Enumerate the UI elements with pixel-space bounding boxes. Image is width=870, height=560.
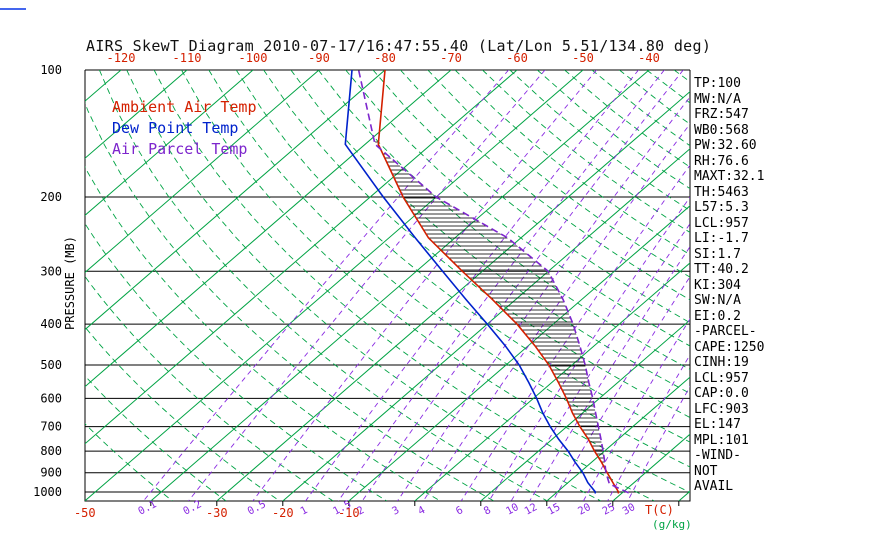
svg-text:30: 30 (620, 501, 637, 518)
stat-line: TP:100 (694, 76, 741, 91)
svg-text:600: 600 (40, 391, 62, 405)
stat-line: EI:0.2 (694, 308, 741, 324)
svg-text:-120: -120 (107, 51, 136, 65)
stat-line: RH:76.6 (694, 153, 749, 169)
svg-text:200: 200 (40, 190, 62, 204)
svg-text:25: 25 (600, 501, 617, 518)
temp-unit-label: T(C) (645, 503, 674, 517)
svg-text:10: 10 (504, 501, 521, 518)
bottom-axis-ticks (150, 501, 680, 506)
stat-line: MPL:101 (694, 432, 749, 448)
stat-line: FRZ:547 (694, 107, 749, 122)
stat-line: LFC:903 (694, 401, 749, 417)
svg-text:2: 2 (355, 504, 366, 518)
stat-line: LCL:957 (694, 215, 749, 231)
svg-text:12: 12 (522, 501, 539, 518)
svg-text:-100: -100 (239, 51, 268, 65)
stat-line: PW:32.60 (694, 138, 757, 153)
mixing-ratio-lines (143, 70, 690, 501)
air-parcel-temp-curve (357, 70, 630, 494)
svg-text:500: 500 (40, 358, 62, 372)
stat-line: EL:147 (694, 417, 741, 432)
bottom-temp-labels: -50 -30 -20 -10 T(C) (74, 503, 674, 520)
stat-line: TH:5463 (694, 184, 749, 200)
legend-ambient-temp: Ambient Air Temp (112, 98, 257, 116)
svg-text:-50: -50 (74, 506, 96, 520)
stat-line: MAXT:32.1 (694, 169, 765, 184)
stat-line: MW:N/A (694, 91, 741, 107)
svg-text:-80: -80 (374, 51, 396, 65)
svg-text:1: 1 (298, 504, 309, 518)
svg-text:100: 100 (40, 63, 62, 77)
svg-text:800: 800 (40, 444, 62, 458)
svg-text:-50: -50 (572, 51, 594, 65)
dew-point-temp-curve (344, 70, 597, 494)
pressure-axis-labels: 100 200 300 400 500 600 700 800 900 1000 (33, 63, 62, 499)
svg-text:-20: -20 (272, 506, 294, 520)
svg-text:-70: -70 (440, 51, 462, 65)
svg-text:400: 400 (40, 317, 62, 331)
svg-text:6: 6 (454, 504, 465, 518)
stat-line: L57:5.3 (694, 200, 749, 215)
plot-frame (84, 70, 691, 502)
svg-text:900: 900 (40, 466, 62, 480)
svg-text:-30: -30 (206, 506, 228, 520)
stat-line: TT:40.2 (694, 262, 749, 277)
svg-text:1000: 1000 (33, 485, 62, 499)
stat-line: LI:-1.7 (694, 231, 749, 246)
svg-text:4: 4 (416, 504, 427, 518)
pressure-axis-title: PRESSURE (MB) (63, 236, 77, 330)
stat-line: -PARCEL- (694, 324, 757, 339)
stat-line: -WIND- (694, 448, 741, 463)
chart-root: -120 -110 -100 -90 -80 -70 -60 -50 -40-50 -30 -20-… (33, 51, 692, 531)
stat-line: SW:N/A (694, 293, 741, 308)
legend-dew-point: Dew Point Temp (112, 119, 239, 137)
stat-line: AVAIL (694, 479, 734, 494)
svg-text:-110: -110 (173, 51, 202, 65)
stat-line: NOT (694, 463, 718, 479)
cape-hatch-area (374, 140, 608, 474)
stat-line: SI:1.7 (694, 246, 741, 262)
legend-air-parcel: Air Parcel Temp (112, 140, 248, 158)
svg-text:-40: -40 (638, 51, 660, 65)
dry-adiabat-lines (85, 70, 690, 501)
svg-text:700: 700 (40, 420, 62, 434)
svg-text:15: 15 (546, 501, 563, 518)
stat-line: KI:304 (694, 277, 741, 293)
stat-line: CAP:0.0 (694, 386, 749, 401)
stats-panel: TP:100 MW:N/A FRZ:547 WB0:568 PW:32.60 RH:76.… (694, 76, 764, 495)
svg-text:8: 8 (482, 504, 493, 518)
chart-legend: Ambient Air Temp Dew Point Temp Air Parc… (112, 97, 257, 160)
chart-title: AIRS SkewT Diagram 2010-07-17/16:47:55.4… (86, 37, 712, 55)
mixing-unit-label: (g/kg) (652, 518, 692, 531)
top-temp-labels: -120 -110 -100 -90 -80 -70 -60 -50 -40 (107, 51, 660, 65)
svg-text:-90: -90 (308, 51, 330, 65)
screen-artifact-line (0, 8, 26, 10)
stat-line: WB0:568 (694, 122, 749, 138)
svg-text:300: 300 (40, 264, 62, 278)
svg-text:3: 3 (390, 504, 401, 518)
svg-text:-60: -60 (506, 51, 528, 65)
stat-line: LCL:957 (694, 370, 749, 386)
mixing-ratio-labels: 0.1 0.2 0.5 1 1.5 2 3 4 6 8 10 12 15 20 25 30 (136, 498, 637, 518)
svg-text:-10: -10 (338, 506, 360, 520)
stat-line: CINH:19 (694, 355, 749, 370)
svg-text:20: 20 (576, 501, 593, 518)
stat-line: CAPE:1250 (694, 339, 765, 355)
